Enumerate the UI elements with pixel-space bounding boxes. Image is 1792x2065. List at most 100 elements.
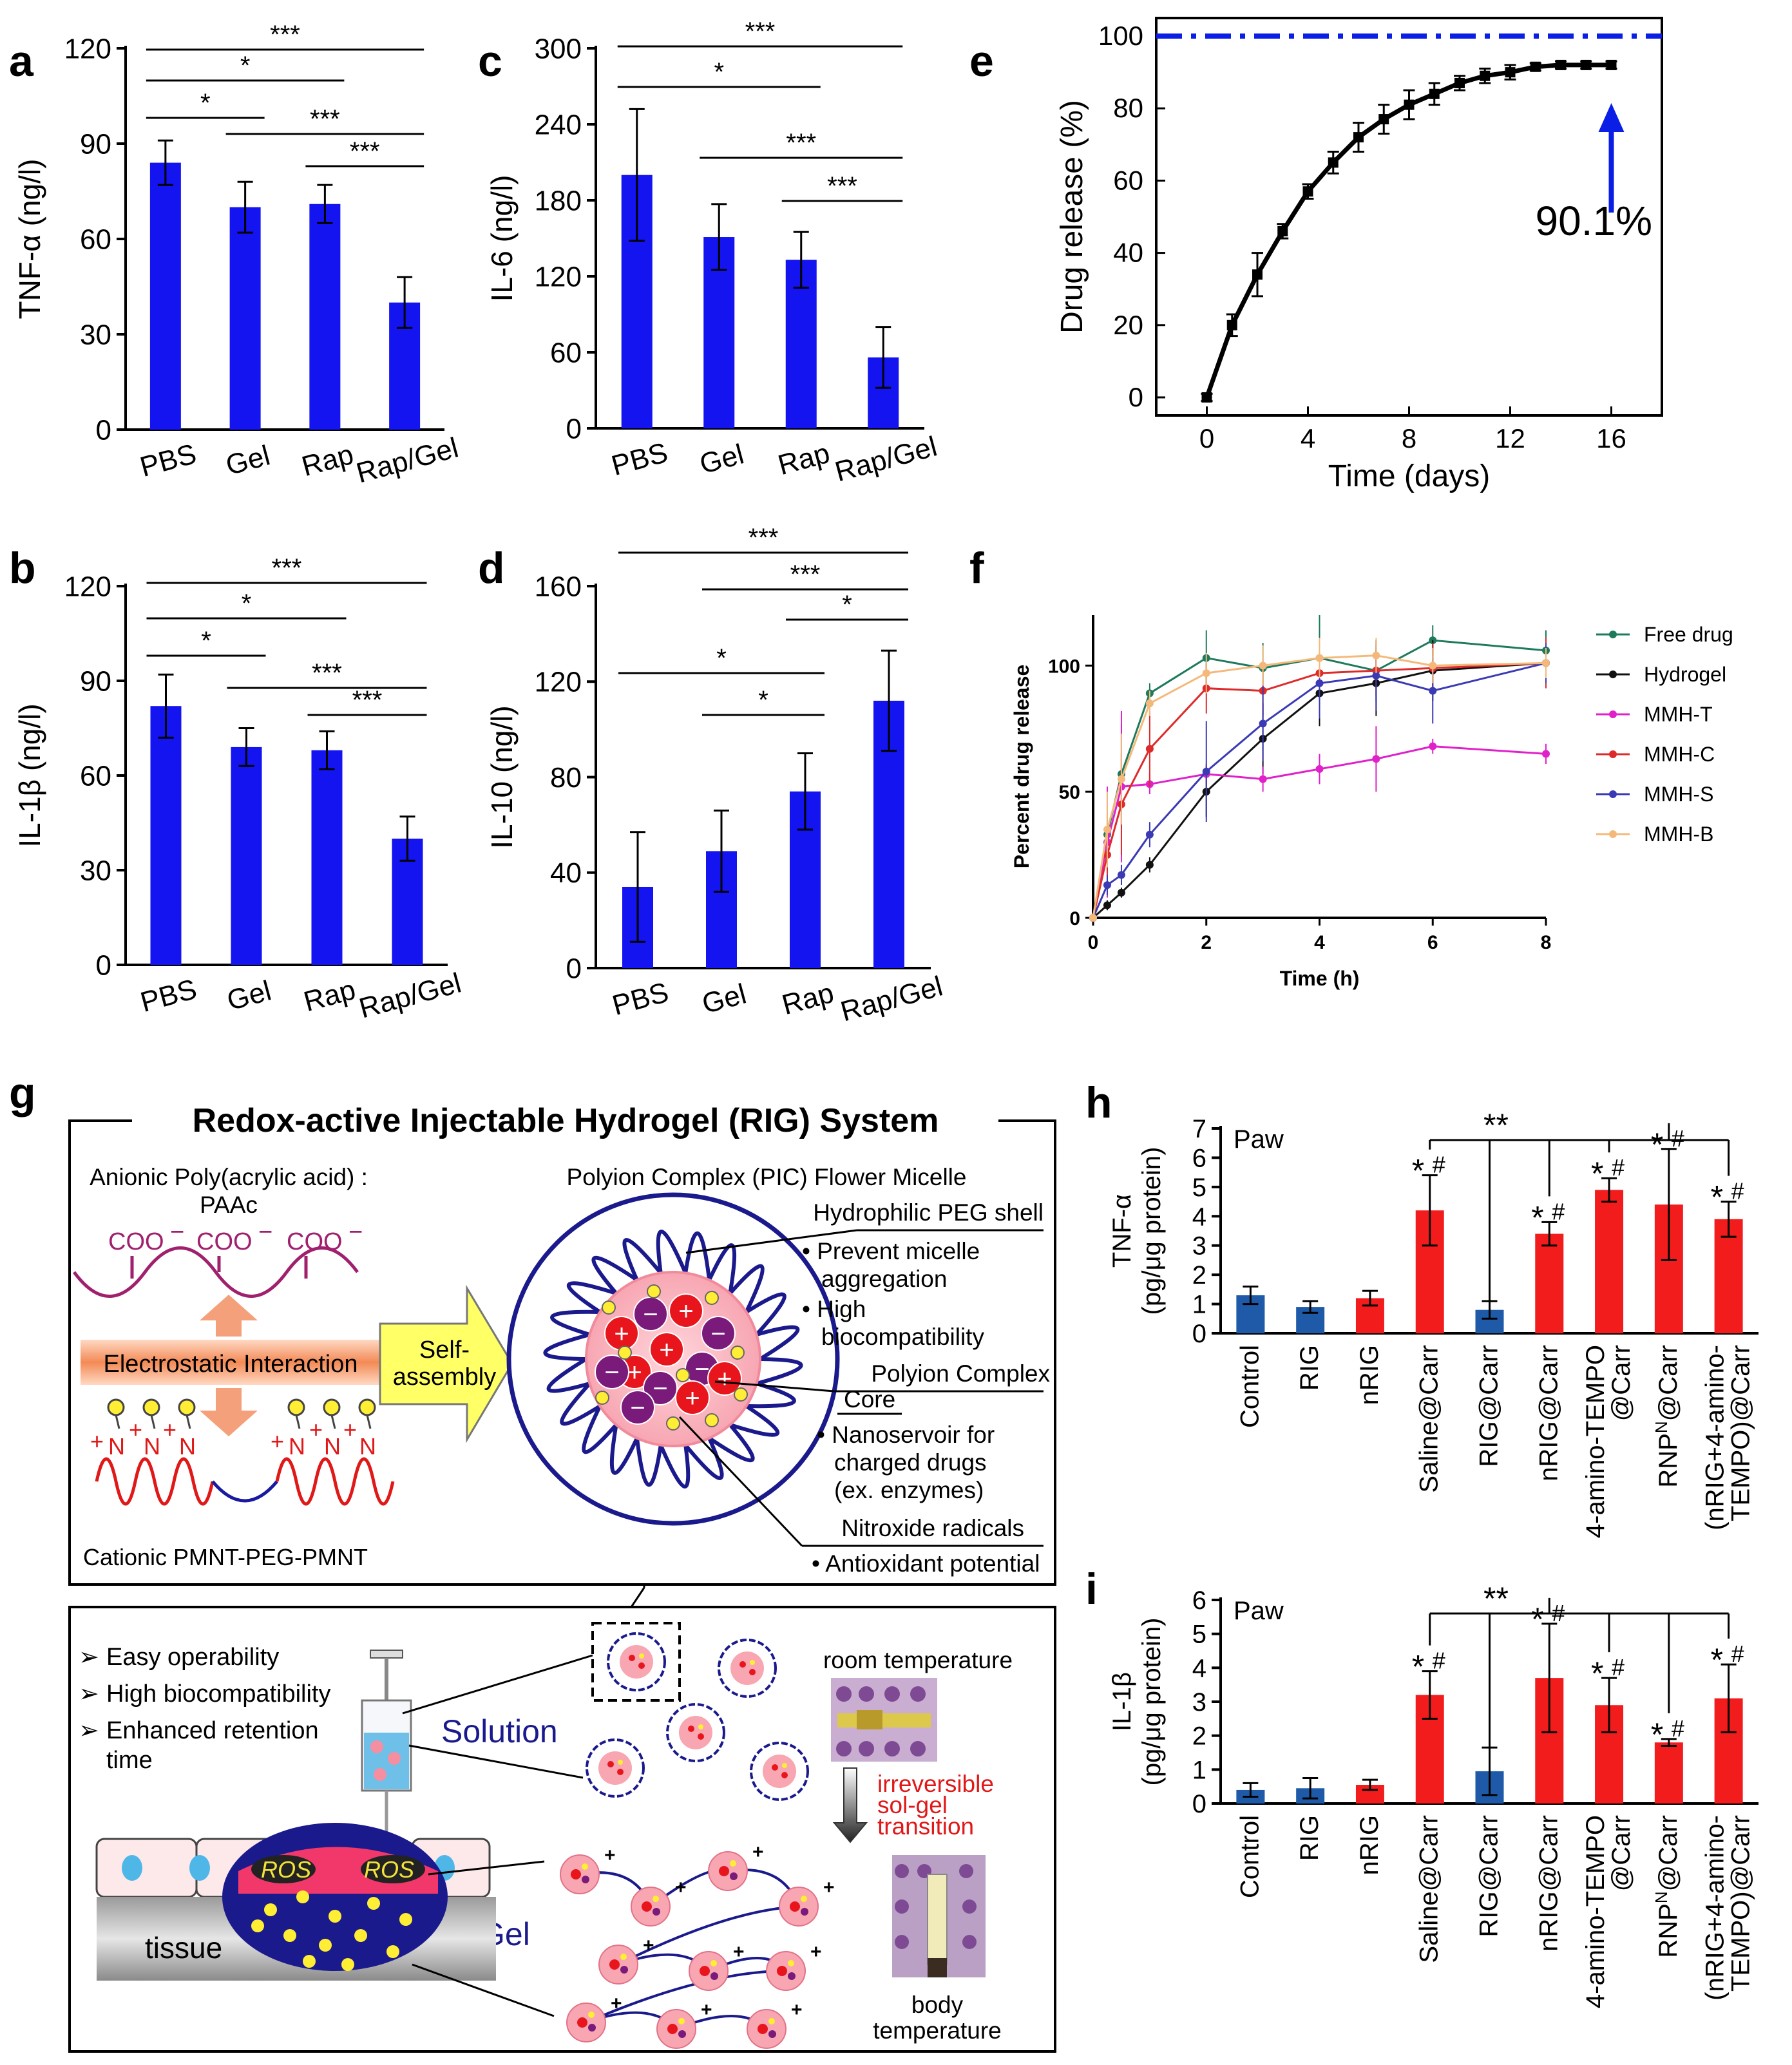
- legend-marker: [1609, 750, 1617, 758]
- ion-sign: +: [685, 1384, 700, 1413]
- chart-il1b-paw: 0 1 2 3 4 5 6 IL-1β (pg/μg protein) Control RIG nRI…: [1108, 1581, 1759, 2008]
- gel-ion: [730, 1872, 738, 1880]
- ion-sign: −: [710, 1320, 725, 1348]
- y-tick-label: 4: [1192, 1203, 1206, 1231]
- data-point: [1429, 661, 1437, 670]
- small-dot: [639, 1653, 644, 1659]
- anion: [701, 1316, 736, 1351]
- data-point: [1226, 319, 1237, 330]
- svg-text:N: N: [144, 1433, 160, 1460]
- peg-petal: [634, 1438, 663, 1487]
- panel-letter-d: d: [478, 544, 505, 593]
- gel-yellow-dot: [386, 1945, 399, 1958]
- data-point: [1429, 742, 1437, 750]
- gel-ion: [700, 1966, 710, 1976]
- body-temp-label-1: body: [911, 1992, 964, 2018]
- y-tick-label: 120: [535, 667, 582, 698]
- marker-hash: #: [1433, 1152, 1445, 1178]
- gel-yellow-dot: [296, 1890, 309, 1903]
- data-point: [1145, 861, 1154, 869]
- photo-body-temperature: [892, 1855, 986, 1977]
- data-point: [1372, 755, 1380, 763]
- marker-hash: #: [1552, 1198, 1565, 1224]
- peg-petal: [729, 1404, 780, 1437]
- legend-marker: [1609, 790, 1617, 798]
- legend-label: MMH-T: [1644, 703, 1713, 726]
- nitroxide-dot: [730, 1346, 745, 1360]
- y-tick-label: 1: [1192, 1291, 1206, 1319]
- category-label: RIG: [1295, 1815, 1324, 1861]
- significance-label: ***: [272, 554, 302, 582]
- significance-label: *: [240, 52, 251, 80]
- chart-il10-serum: 0 40 80 120 160 IL-10 (ng/l) PBS Gel Rap Rap/Gel *…: [485, 524, 946, 1028]
- peg-bullet-1b: aggregation: [821, 1266, 947, 1292]
- gel-ion: [609, 1959, 620, 1970]
- gel-dot: [620, 1954, 627, 1960]
- category-label: RIG: [1295, 1345, 1324, 1391]
- panel-letter-e: e: [969, 37, 994, 86]
- chart-drug-release-hours: 0 2 4 6 8 0 50 100 Time (h) Percent drug release F…: [1010, 615, 1733, 990]
- bar-nrig-carr: [1535, 1233, 1564, 1333]
- category-label: nRIG: [1355, 1815, 1384, 1875]
- feature-3: Enhanced retention: [106, 1717, 319, 1744]
- gel-yellow-dot: [329, 1910, 341, 1923]
- bar-rap: [309, 204, 341, 430]
- category-label: @Carr: [1607, 1815, 1635, 1891]
- significance-label: *: [242, 589, 252, 618]
- category-label: Saline@Carr: [1415, 1815, 1444, 1963]
- down-arrow: [200, 1388, 258, 1436]
- gel-dot: [588, 2012, 595, 2018]
- significance-label: ***: [350, 137, 380, 166]
- gel-yellow-dot: [303, 1955, 316, 1968]
- gel-charge: +: [823, 1877, 835, 1898]
- y-tick-label: 40: [550, 857, 582, 889]
- legend-label: MMH-C: [1644, 743, 1715, 766]
- category-label: PBS: [137, 973, 200, 1018]
- data-point: [1404, 99, 1415, 110]
- x-tick-label: 8: [1402, 423, 1416, 453]
- category-label: TEMPO)@Carr: [1727, 1815, 1755, 1992]
- cation: [675, 1380, 710, 1415]
- category-label: RNPN@Carr: [1652, 1345, 1682, 1488]
- feature-2: High biocompatibility: [106, 1680, 331, 1708]
- nitroxide-bullet: • Antioxidant potential: [812, 1550, 1040, 1577]
- gel-charge: +: [675, 1877, 687, 1898]
- x-tick-label: 16: [1596, 423, 1626, 453]
- gel-ion: [678, 2030, 686, 2038]
- data-point: [1454, 77, 1465, 88]
- anionic-label: Anionic Poly(acrylic acid) :: [90, 1164, 368, 1190]
- gel-yellow-dot: [283, 1929, 296, 1942]
- gel-dot: [710, 1960, 717, 1966]
- gel-yellow-dot: [354, 1929, 367, 1942]
- data-point: [1145, 745, 1154, 753]
- data-point: [1556, 59, 1566, 70]
- coo-group-1: COO: [108, 1228, 164, 1255]
- y-tick-label: 2: [1192, 1261, 1206, 1289]
- gel-yellow-dot: [264, 1903, 277, 1916]
- data-point: [1302, 186, 1313, 197]
- bar-rnp-sup-n-sup-carr: [1654, 1742, 1683, 1803]
- gel-ion: [667, 2024, 678, 2034]
- category-label: (nRIG+4-amino-: [1701, 1345, 1730, 1530]
- y-tick-label: 1: [1192, 1756, 1206, 1784]
- svg-text:➢: ➢: [79, 1644, 99, 1671]
- y-axis-label: Drug release (%): [1055, 100, 1089, 334]
- bar-4-amino-tempo-carr: [1595, 1190, 1624, 1333]
- panel-letter-i: i: [1085, 1565, 1098, 1613]
- ion-sign: +: [627, 1358, 642, 1387]
- anion: [620, 1390, 655, 1425]
- gel-charge: +: [791, 1999, 803, 2021]
- data-point: [1315, 765, 1324, 773]
- y-tick-label: 0: [1192, 1790, 1206, 1818]
- gel-charge: +: [733, 1941, 745, 1963]
- corner-label: Paw: [1234, 1125, 1284, 1154]
- category-label: Gel: [699, 978, 750, 1020]
- coo-group-2: COO: [196, 1228, 253, 1255]
- y-tick-label: 0: [1129, 382, 1143, 412]
- anionic-abbr: PAAc: [200, 1192, 258, 1218]
- x-axis-label: Time (days): [1328, 459, 1491, 493]
- significance-label: *: [200, 89, 211, 117]
- svg-text:+: +: [271, 1428, 284, 1454]
- significance-label: *: [716, 644, 727, 672]
- data-point: [1259, 661, 1267, 670]
